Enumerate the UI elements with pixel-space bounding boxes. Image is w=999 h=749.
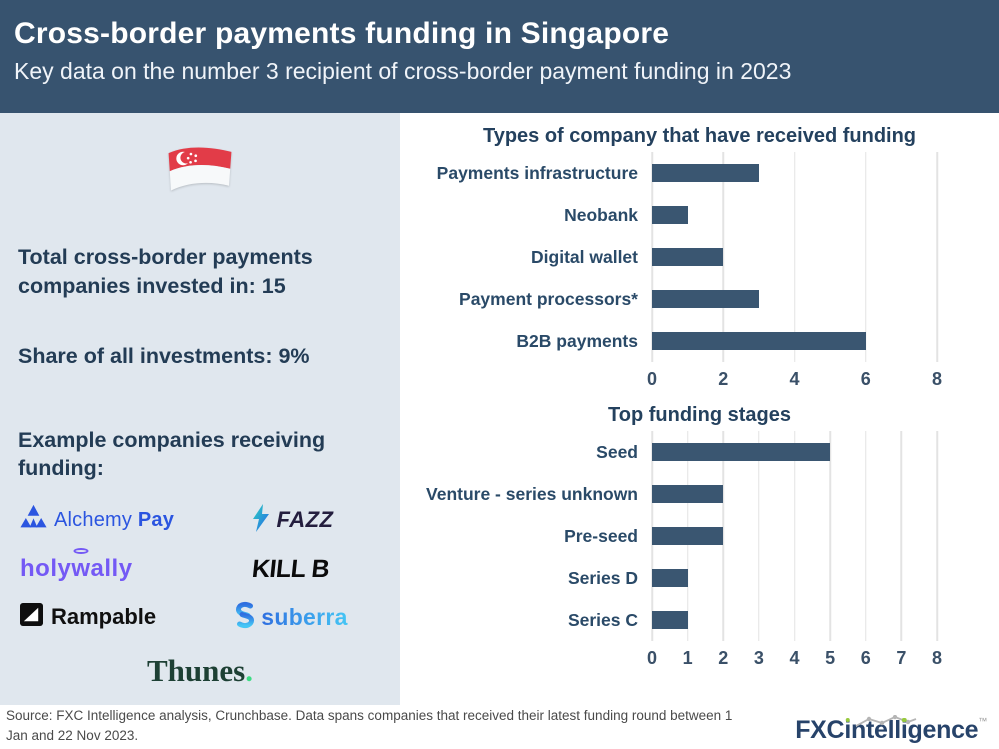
- logo-rampable: Rampable: [18, 602, 157, 632]
- rampable-icon: [20, 602, 43, 632]
- logo-thunes: Thunes.: [147, 652, 253, 688]
- chart-row: Pre-seed: [410, 515, 937, 557]
- bar: [652, 611, 688, 629]
- category-label: Digital wallet: [531, 246, 638, 267]
- fxc-green-dot-i: i: [900, 716, 908, 744]
- x-tick-label: 8: [931, 369, 943, 389]
- x-tick-label: 7: [896, 648, 907, 668]
- source-note: Source: FXC Intelligence analysis, Crunc…: [6, 708, 733, 743]
- chart-plot: Payments infrastructure Neobank Digital wa…: [410, 152, 942, 396]
- chart-row: Series D: [410, 557, 937, 599]
- bar: [652, 443, 831, 461]
- chart-title: Types of company that have received fund…: [482, 125, 917, 147]
- bar: [652, 485, 724, 503]
- category-label: Series D: [567, 567, 638, 588]
- chart-x-axis: 0 2 4 6 8: [647, 362, 942, 396]
- bar: [652, 569, 688, 587]
- category-label: Payments infrastructure: [436, 162, 638, 183]
- logo-alchemy-pay: Alchemy Pay: [18, 504, 174, 536]
- chart-x-axis: 0 1 2 3 4 5 6 7 8: [647, 641, 942, 675]
- stat-share-investments: Share of all investments: 9%: [18, 344, 310, 369]
- chart-row: Venture - series unknown: [410, 473, 937, 515]
- category-label: Series C: [567, 609, 638, 630]
- logo-holywally: holy wally: [18, 548, 133, 583]
- holywally-halo-icon: [73, 548, 89, 555]
- category-label: Venture - series unknown: [426, 483, 638, 504]
- chart-row: Payment processors*: [410, 278, 937, 320]
- x-tick-label: 6: [860, 648, 871, 668]
- fxc-chartline-icon: [853, 707, 919, 736]
- category-label: Pre-seed: [564, 525, 638, 546]
- fxc-green-dot-i: i: [844, 716, 851, 744]
- x-tick-label: 0: [646, 369, 658, 389]
- trademark-symbol: ™: [978, 716, 987, 726]
- bar: [652, 164, 759, 182]
- x-tick-label: 2: [718, 369, 729, 389]
- category-label: Neobank: [564, 204, 638, 225]
- x-tick-label: 5: [825, 648, 836, 668]
- stat-total-companies: Total cross-border payments companies in…: [18, 245, 313, 298]
- rampable-label: Rampable: [51, 604, 157, 630]
- category-label: Seed: [596, 441, 638, 462]
- fxc-intelligence-logo: FXCintelligence™: [795, 707, 987, 745]
- chart-row: Series C: [410, 599, 937, 641]
- x-tick-label: 8: [931, 648, 943, 668]
- alchemy-pay-label: Alchemy Pay: [54, 508, 175, 531]
- company-logos: Alchemy Pay FAZZ: [18, 503, 382, 689]
- holywally-w: w: [71, 548, 90, 583]
- bar: [652, 206, 688, 224]
- page-subtitle: Key data on the number 3 recipient of cr…: [14, 58, 792, 84]
- bar: [652, 290, 759, 308]
- chart-row: Payments infrastructure: [410, 152, 937, 194]
- x-tick-label: 1: [682, 648, 693, 668]
- chart-title: Top funding stages: [608, 404, 791, 426]
- chart-plot: Seed Venture - series unknown Pre-seed Seri…: [410, 431, 942, 675]
- examples-heading: Example companies receiving funding:: [18, 427, 326, 481]
- footer: Source: FXC Intelligence analysis, Crunc…: [0, 705, 999, 749]
- chart-row: Digital wallet: [410, 236, 937, 278]
- suberra-s-icon: [234, 601, 256, 634]
- category-label: B2B payments: [516, 330, 638, 351]
- suberra-label: suberra: [261, 603, 348, 630]
- logo-kill-b: KILL B: [251, 554, 332, 583]
- singapore-flag-icon: [18, 141, 382, 199]
- chart-row: Seed: [410, 431, 937, 473]
- fazz-bolt-icon: [249, 503, 273, 538]
- x-tick-label: 3: [753, 648, 764, 668]
- category-label: Payment processors*: [459, 288, 638, 309]
- x-tick-label: 4: [789, 648, 800, 668]
- chart-funding-stages: Top funding stages Seed Venture - series …: [400, 404, 999, 675]
- charts-panel: Types of company that have received fund…: [400, 113, 999, 705]
- chart-company-types: Types of company that have received fund…: [400, 125, 999, 396]
- x-tick-label: 0: [646, 648, 658, 668]
- fazz-label: FAZZ: [276, 507, 334, 533]
- stats-panel: Total cross-border payments companies in…: [0, 113, 400, 705]
- x-tick-label: 4: [789, 369, 800, 389]
- chart-row: Neobank: [410, 194, 937, 236]
- header: Cross-border payments funding in Singapo…: [0, 0, 999, 113]
- bar: [652, 332, 866, 350]
- logo-fazz: FAZZ: [249, 503, 334, 538]
- logo-suberra: suberra: [234, 601, 347, 634]
- x-tick-label: 6: [860, 369, 871, 389]
- page-title: Cross-border payments funding in Singapo…: [14, 17, 670, 50]
- chart-row: B2B payments: [410, 320, 937, 362]
- x-tick-label: 2: [718, 648, 729, 668]
- alchemy-pay-icon: [20, 504, 47, 536]
- bar: [652, 248, 724, 266]
- bar: [652, 527, 724, 545]
- thunes-dot: .: [245, 652, 253, 688]
